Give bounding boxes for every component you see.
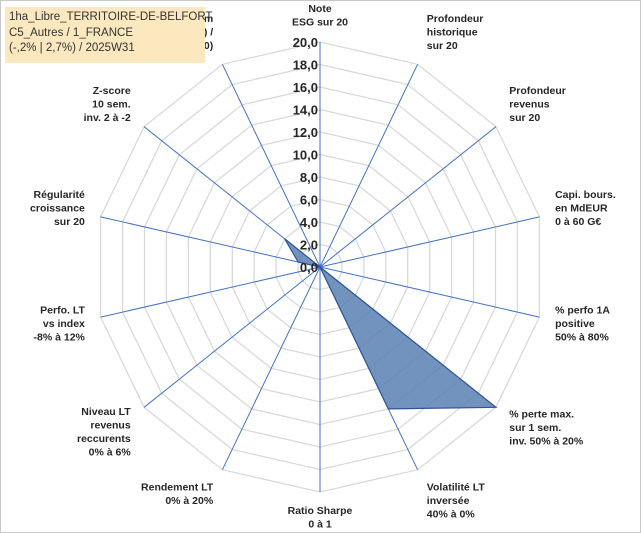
axis-label-line: Niveau LT (81, 406, 131, 418)
axis-label: Ratio Sharpe 0 à 1 (288, 505, 353, 531)
axis-label-line: 0 à 1 (308, 519, 332, 531)
title-line-2: C5_Autres / 1_FRANCE (9, 26, 133, 39)
axis-label-line: % perte max. (509, 408, 574, 420)
axis-label-line: inv. 2 à -2 (84, 112, 131, 124)
tick-label: 14,0 (293, 103, 318, 118)
axis-label: Niveau LT revenus reccurents 0% à 6% (77, 406, 131, 459)
axis-label-line: Volatilité LT (427, 482, 486, 494)
axis-label-line: croissance (30, 203, 85, 215)
tick-label: 0,0 (300, 260, 318, 275)
axis-label-line: 0% à 6% (89, 446, 132, 458)
axis-label-line: Rendement LT (141, 482, 214, 494)
radar-series (284, 238, 498, 410)
axis-spoke (319, 126, 497, 268)
axis-label-line: positive (555, 318, 595, 330)
tick-label: 2,0 (300, 238, 318, 253)
axis-label: Perfo. LT vs index -8% à 12% (34, 304, 86, 343)
axis-spoke (100, 216, 321, 268)
axis-label-line: ESG sur 20 (292, 17, 348, 29)
tick-label: 12,0 (293, 125, 318, 140)
axis-label: Volatilité LT inversée 40% à 0% (427, 482, 486, 521)
axis-label: Profondeur revenus sur 20 (509, 85, 566, 124)
axis-spoke (143, 266, 321, 408)
axis-label-line: Profondeur (427, 13, 484, 25)
axis-label-line: Note (308, 3, 331, 15)
axis-label-line: 10 sem. (92, 99, 131, 111)
axis-label-line: Capi. bours. (555, 189, 616, 201)
tick-label: 10,0 (293, 148, 318, 163)
tick-label: 4,0 (300, 215, 318, 230)
axis-label-line: vs index (43, 318, 85, 330)
axis-label-line: 40% à 0% (427, 509, 476, 521)
tick-label: 8,0 (300, 170, 318, 185)
tick-label: 6,0 (300, 193, 318, 208)
axis-label-line: 0% à 20% (165, 495, 214, 507)
axis-label-line: inv. 50% à 20% (509, 435, 584, 447)
axis-label: % perfo 1A positive 50% à 80% (555, 304, 610, 343)
axis-label-line: inversée (427, 495, 470, 507)
axis-label-line: sur 20 (509, 112, 540, 124)
axis-label-line: historique (427, 27, 478, 39)
axis-label: Note ESG sur 20 (292, 3, 348, 29)
axis-spoke (319, 64, 419, 268)
axis-label-line: -8% à 12% (34, 331, 86, 343)
axis-label-line: sur 20 (427, 40, 458, 52)
axis-label: Z-score 10 sem. inv. 2 à -2 (84, 85, 131, 124)
axis-label: Régularité croissance sur 20 (30, 189, 85, 228)
axis-label-line: en MdEUR (555, 203, 608, 215)
axis-label: Capi. bours. en MdEUR 0 à 60 G€ (555, 189, 616, 228)
axis-spoke (319, 216, 540, 268)
axis-label-line: sur 1 sem. (509, 422, 561, 434)
tick-label: 20,0 (293, 35, 318, 50)
axis-label-line: Z-score (93, 85, 131, 97)
axis-spoke (319, 266, 540, 318)
title-line-3: (-,2% | 2,7%) / 2025W31 (9, 42, 135, 54)
axis-label-line: revenus (509, 99, 549, 111)
radial-tick-labels: 0,0 2,0 4,0 6,0 8,0 10,0 12,0 14,0 16,0 18,0 20,0 (293, 35, 318, 275)
tick-label: 18,0 (293, 58, 318, 73)
axis-spoke (221, 266, 321, 470)
title-line-1: 1ha_Libre_TERRITOIRE-DE-BELFORT (9, 11, 213, 23)
axis-label: % perte max. sur 1 sem. inv. 50% à 20% (509, 408, 584, 447)
axis-label-line: Perfo. LT (40, 304, 85, 316)
axis-label-line: 0 à 60 G€ (555, 216, 601, 228)
axis-label: Profondeur historique sur 20 (427, 13, 484, 52)
axis-label-line: revenus (90, 419, 130, 431)
axis-spoke (221, 64, 321, 268)
tick-label: 16,0 (293, 80, 318, 95)
axis-label-line: reccurents (77, 433, 131, 445)
axis-label: Rendement LT 0% à 20% (141, 482, 214, 508)
chart-title-box: 1ha_Libre_TERRITOIRE-DE-BELFORT C5_Autre… (5, 7, 213, 63)
axis-label-line: sur 20 (54, 216, 85, 228)
axis-label-line: 50% à 80% (555, 331, 609, 343)
axis-label-line: Ratio Sharpe (288, 505, 353, 517)
axis-label-line: Régularité (34, 189, 86, 201)
axis-label-line: Profondeur (509, 85, 566, 97)
axis-label-line: % perfo 1A (555, 304, 610, 316)
axis-spoke (100, 266, 321, 318)
